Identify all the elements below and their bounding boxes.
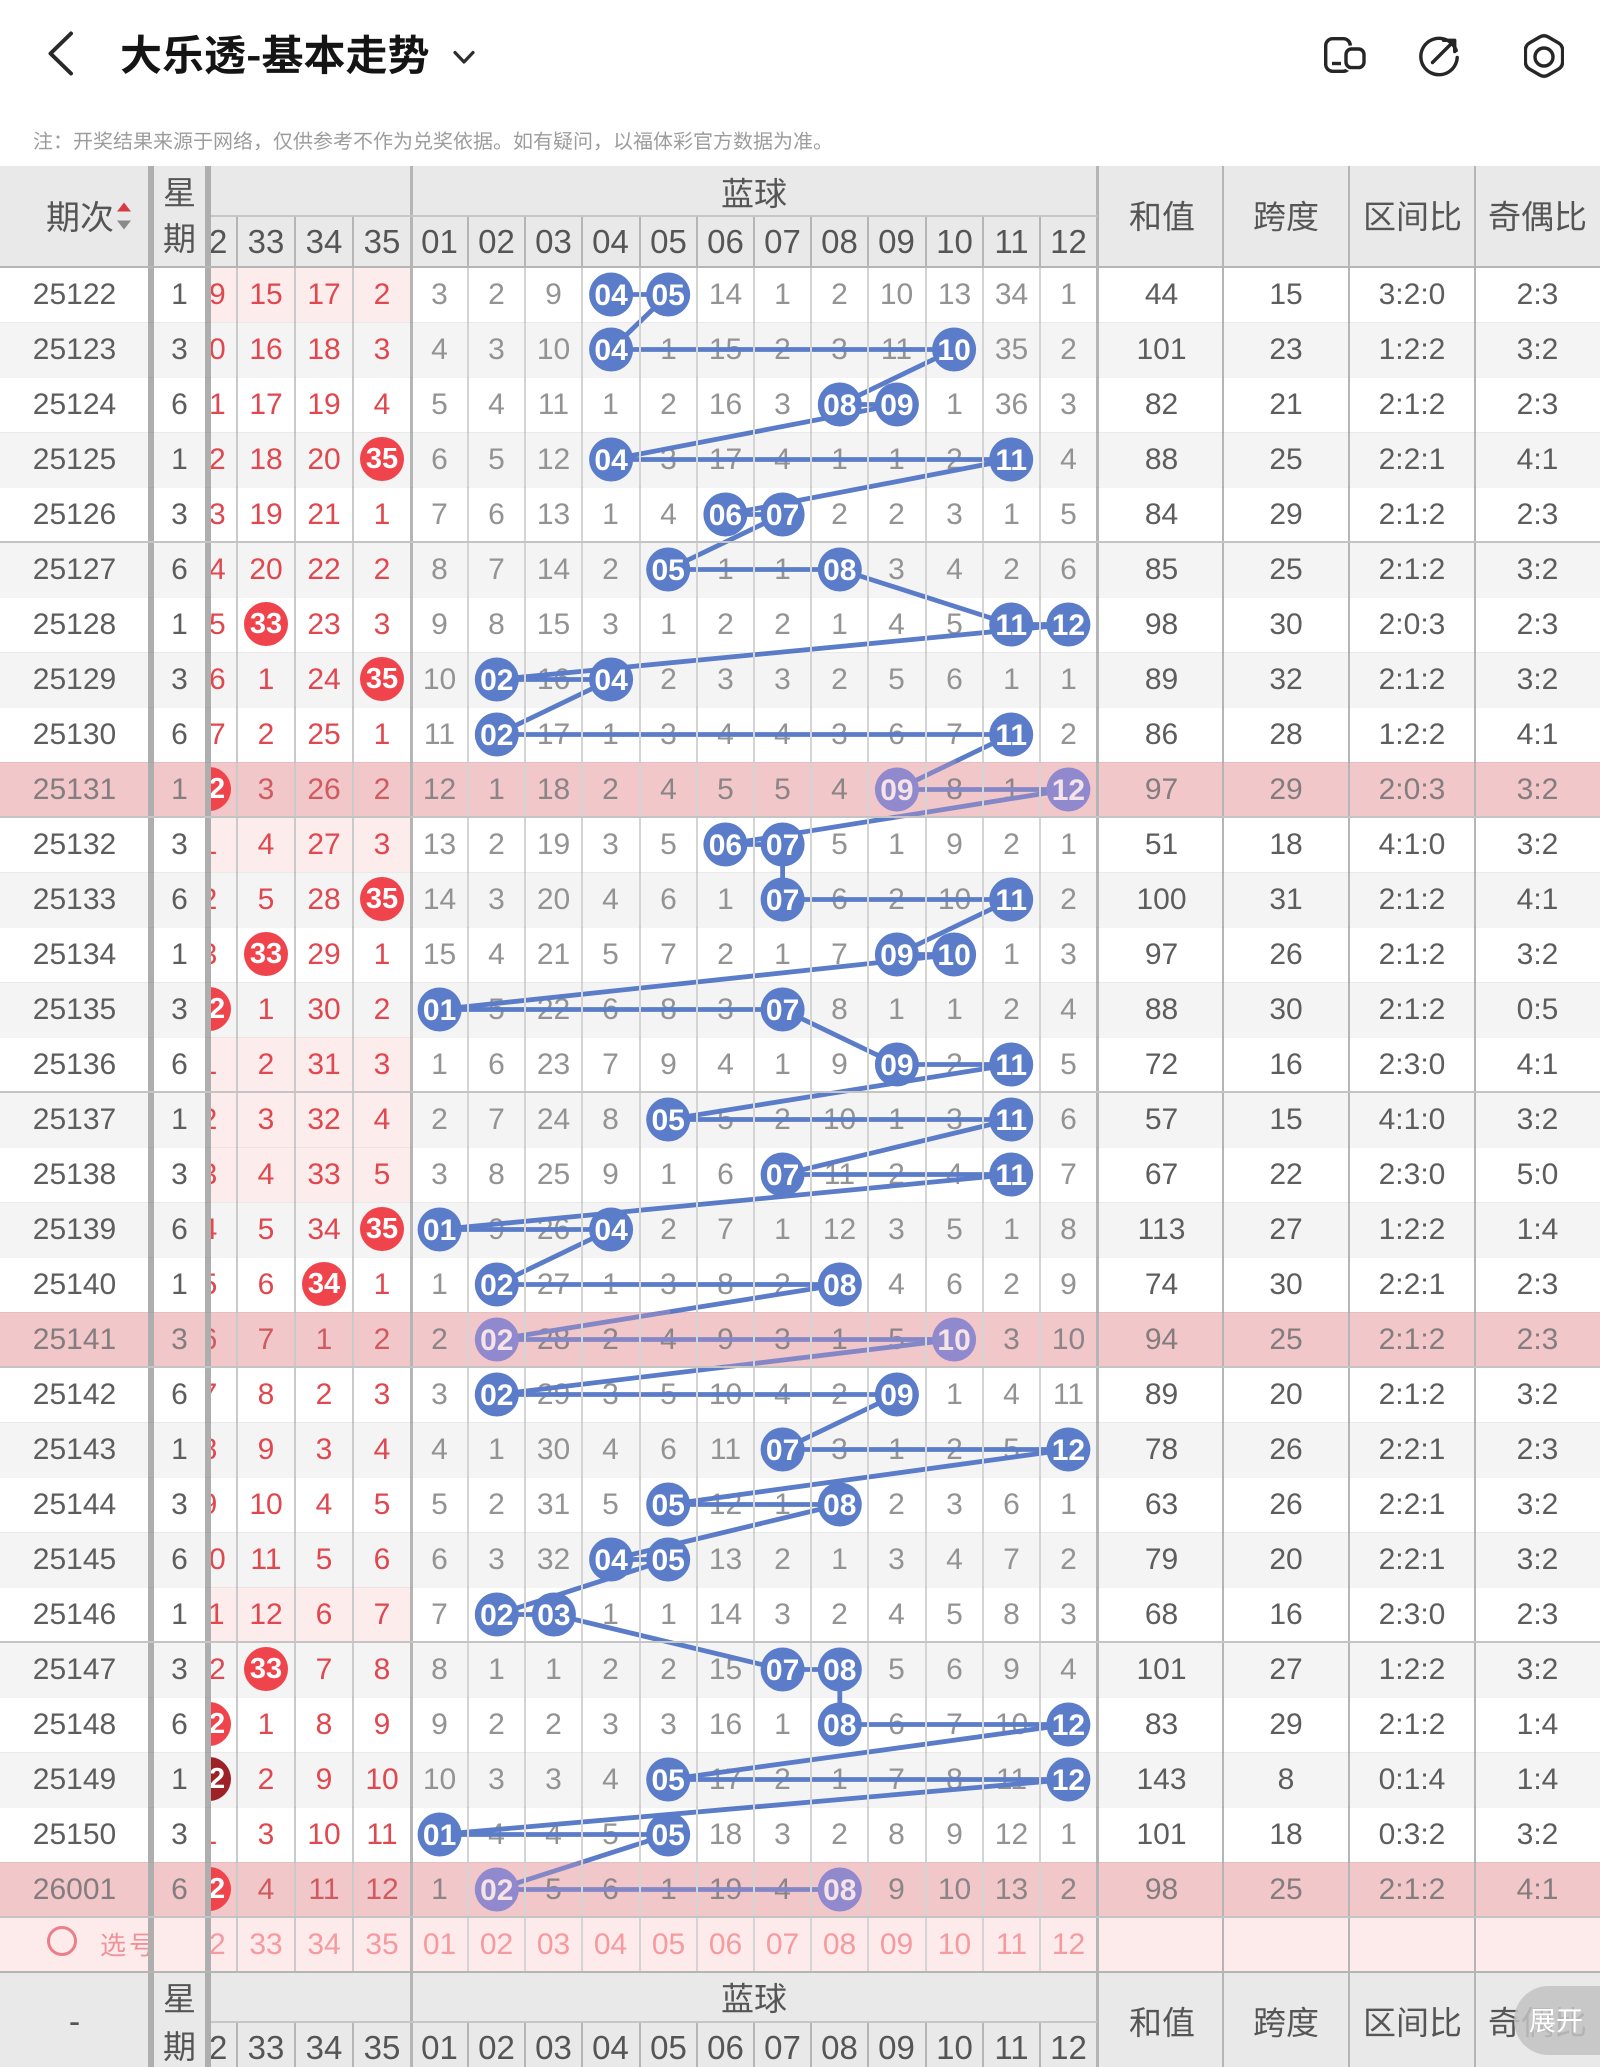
svg-text:05: 05	[652, 1544, 685, 1577]
svg-text:12: 12	[1052, 1764, 1085, 1797]
svg-text:09: 09	[880, 939, 913, 972]
svg-text:02: 02	[480, 1599, 513, 1632]
svg-text:12: 12	[1052, 1434, 1085, 1467]
svg-text:06: 06	[709, 829, 742, 862]
svg-text:07: 07	[766, 994, 799, 1027]
svg-text:05: 05	[652, 1819, 685, 1852]
svg-text:10: 10	[937, 334, 970, 367]
svg-text:02: 02	[480, 719, 513, 752]
svg-text:02: 02	[480, 1324, 513, 1357]
svg-text:05: 05	[652, 1489, 685, 1522]
svg-text:04: 04	[594, 279, 628, 312]
svg-text:10: 10	[937, 1324, 970, 1357]
svg-text:04: 04	[594, 1544, 628, 1577]
svg-text:08: 08	[823, 1874, 856, 1907]
svg-text:11: 11	[995, 1049, 1027, 1082]
svg-text:01: 01	[423, 1214, 456, 1247]
svg-text:07: 07	[766, 1159, 799, 1192]
svg-text:05: 05	[652, 554, 685, 587]
svg-text:10: 10	[937, 939, 970, 972]
svg-text:04: 04	[594, 664, 628, 697]
svg-text:09: 09	[880, 389, 913, 422]
svg-text:11: 11	[995, 444, 1027, 477]
svg-text:02: 02	[480, 664, 513, 697]
svg-text:05: 05	[652, 1764, 685, 1797]
svg-text:03: 03	[537, 1599, 570, 1632]
svg-text:07: 07	[766, 884, 799, 917]
svg-text:11: 11	[995, 884, 1027, 917]
svg-text:08: 08	[823, 1654, 856, 1687]
svg-text:02: 02	[480, 1874, 513, 1907]
svg-text:01: 01	[423, 994, 456, 1027]
svg-text:12: 12	[1052, 609, 1085, 642]
svg-text:04: 04	[594, 334, 628, 367]
svg-text:08: 08	[823, 1269, 856, 1302]
svg-text:12: 12	[1052, 1709, 1085, 1742]
svg-text:05: 05	[652, 279, 685, 312]
svg-text:07: 07	[766, 1434, 799, 1467]
svg-text:07: 07	[766, 499, 799, 532]
svg-text:08: 08	[823, 1489, 856, 1522]
svg-text:01: 01	[423, 1819, 456, 1852]
svg-text:02: 02	[480, 1379, 513, 1412]
svg-text:07: 07	[766, 1654, 799, 1687]
svg-text:04: 04	[594, 444, 628, 477]
svg-text:08: 08	[823, 389, 856, 422]
svg-text:12: 12	[1052, 774, 1085, 807]
svg-text:11: 11	[995, 1104, 1027, 1137]
svg-text:09: 09	[880, 1049, 913, 1082]
svg-text:11: 11	[995, 719, 1027, 752]
svg-text:08: 08	[823, 554, 856, 587]
svg-text:11: 11	[995, 1159, 1027, 1192]
svg-text:09: 09	[880, 1379, 913, 1412]
svg-text:06: 06	[709, 499, 742, 532]
svg-text:11: 11	[995, 609, 1027, 642]
svg-text:05: 05	[652, 1104, 685, 1137]
svg-text:04: 04	[594, 1214, 628, 1247]
svg-text:09: 09	[880, 774, 913, 807]
svg-text:07: 07	[766, 829, 799, 862]
svg-text:02: 02	[480, 1269, 513, 1302]
svg-text:08: 08	[823, 1709, 856, 1742]
